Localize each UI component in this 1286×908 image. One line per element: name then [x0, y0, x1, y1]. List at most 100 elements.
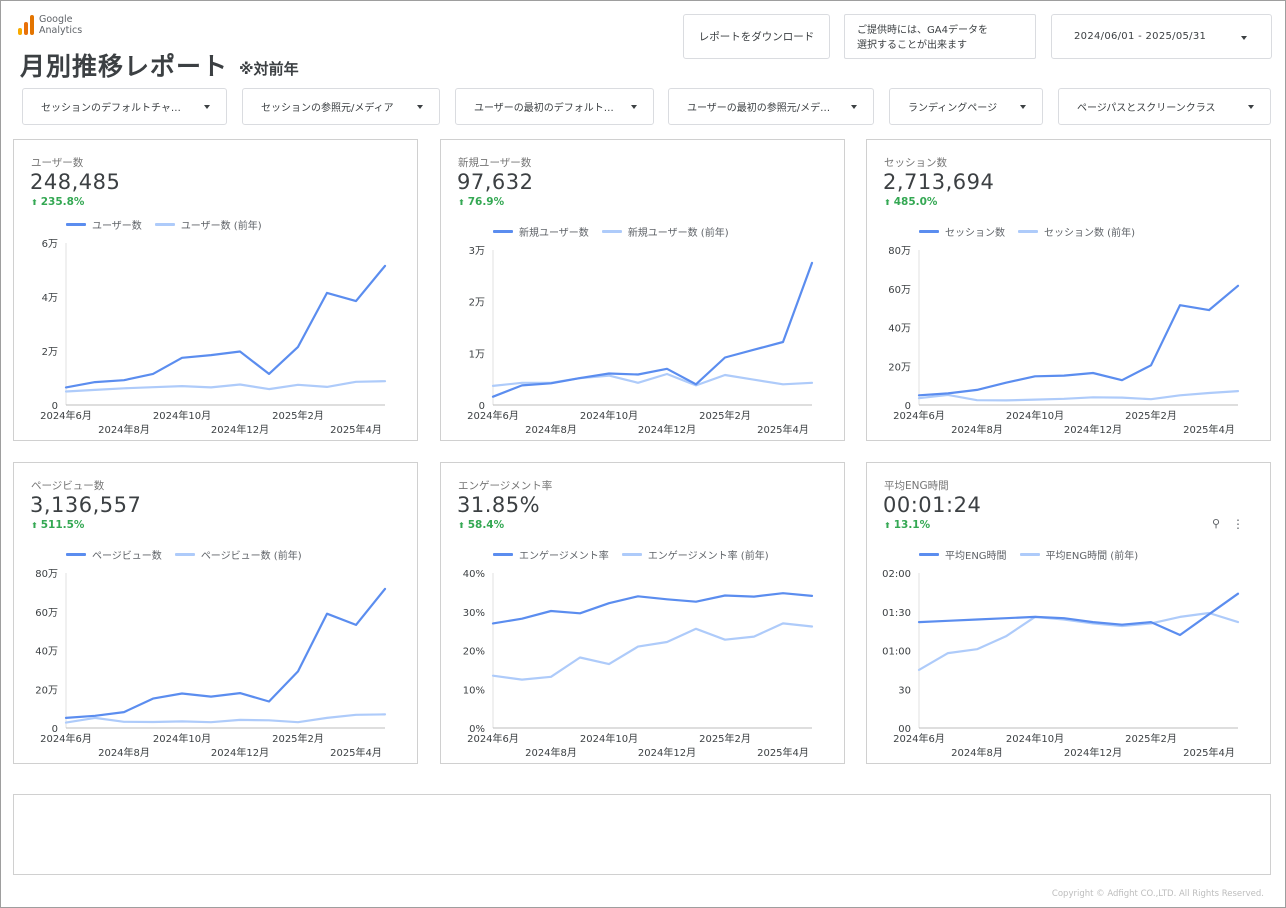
arrow-up-icon: ⬆: [31, 521, 38, 530]
chart-legend: セッション数 セッション数 (前年): [919, 224, 1148, 239]
chevron-down-icon: [851, 105, 857, 109]
legend-label-current: 新規ユーザー数: [519, 228, 589, 239]
kpi-change: ⬆ 511.5%: [31, 519, 84, 531]
note-line1: ご提供時には、GA4データを: [857, 25, 988, 36]
y-tick-label: 00: [898, 724, 911, 735]
x-tick-label: 2025年4月: [330, 423, 382, 436]
kpi-label: セッション数: [884, 157, 947, 169]
kpi-card: 00 30 01:00 01:30 02:00 2024年6月 2024年10月 2025年2…: [866, 462, 1271, 764]
legend-item-previous: エンゲージメント率 (前年): [621, 547, 769, 562]
y-tick-label: 30: [898, 685, 911, 696]
x-tick-label: 2024年12月: [1064, 423, 1122, 436]
x-tick-label: 2024年6月: [40, 732, 92, 745]
kpi-change: ⬆ 235.8%: [31, 196, 84, 208]
series-line-previous: [64, 713, 387, 724]
chart-legend: エンゲージメント率 エンゲージメント率 (前年): [493, 547, 782, 562]
line-chart: 00 30 01:00 01:30 02:00 2024年6月 2024年10月 2025年2…: [882, 569, 1240, 759]
kpi-value: 97,632: [457, 170, 534, 194]
kpi-value: 3,136,557: [30, 493, 142, 517]
legend-item-current: セッション数: [919, 224, 1005, 239]
legend-label-current: ユーザー数: [92, 221, 142, 232]
x-tick-label: 2025年2月: [1125, 732, 1177, 745]
x-tick-label: 2025年2月: [699, 409, 751, 422]
filter-dropdown-1[interactable]: セッションのデフォルトチャ…: [22, 88, 227, 125]
series-line-current: [917, 592, 1240, 637]
legend-label-current: エンゲージメント率: [519, 551, 609, 562]
page-title: 月別推移レポート: [20, 52, 229, 81]
note-line2: 選択することが出来ます: [857, 40, 967, 51]
y-tick-label: 02:00: [882, 569, 911, 580]
series-line-previous: [917, 390, 1240, 402]
filter-dropdown-6[interactable]: ページパスとスクリーンクラス: [1058, 88, 1271, 125]
chevron-down-icon: [631, 105, 637, 109]
kpi-value: 00:01:24: [883, 493, 982, 517]
x-tick-label: 2025年4月: [757, 423, 809, 436]
kpi-label: エンゲージメント率: [458, 480, 553, 492]
y-tick-label: 60万: [888, 285, 911, 296]
ga4-note: ご提供時には、GA4データを 選択することが出来ます: [844, 14, 1036, 59]
y-tick-label: 1万: [469, 349, 485, 360]
y-tick-label: 0%: [469, 724, 485, 735]
legend-swatch-previous: [1018, 230, 1038, 233]
filter-dropdown-3[interactable]: ユーザーの最初のデフォルト…: [455, 88, 654, 125]
kpi-change-value: 58.4%: [467, 519, 505, 531]
kpi-card: 0 20万 40万 60万 80万 2024年6月 2024年10月 2025年2月 2024年…: [866, 139, 1271, 441]
x-tick-label: 2025年4月: [1183, 746, 1235, 759]
y-tick-label: 80万: [35, 569, 58, 580]
filter-dropdown-4[interactable]: ユーザーの最初の参照元/メデ…: [668, 88, 874, 125]
arrow-up-icon: ⬆: [884, 521, 891, 530]
x-tick-label: 2024年6月: [467, 732, 519, 745]
x-tick-label: 2024年10月: [153, 732, 211, 745]
y-tick-label: 20%: [463, 647, 485, 658]
filter-label: ユーザーの最初の参照元/メデ…: [687, 103, 831, 114]
x-tick-label: 2024年8月: [98, 423, 150, 436]
kpi-value: 31.85%: [457, 493, 541, 517]
x-tick-label: 2025年4月: [757, 746, 809, 759]
x-tick-label: 2025年4月: [330, 746, 382, 759]
arrow-up-icon: ⬆: [884, 198, 891, 207]
series-line-current: [491, 261, 814, 398]
copyright: Copyright © Adfight CO.,LTD. All Rights …: [1051, 889, 1264, 899]
y-tick-label: 80万: [888, 246, 911, 257]
x-tick-label: 2025年4月: [1183, 423, 1235, 436]
x-tick-label: 2024年10月: [153, 409, 211, 422]
date-range-text: 2024/06/01 - 2025/05/31: [1074, 31, 1207, 42]
filter-icon[interactable]: ⚲: [1211, 517, 1220, 530]
y-tick-label: 60万: [35, 608, 58, 619]
series-line-previous: [917, 611, 1240, 671]
legend-item-previous: 新規ユーザー数 (前年): [601, 224, 729, 239]
y-tick-label: 20万: [35, 685, 58, 696]
chart-legend: 新規ユーザー数 新規ユーザー数 (前年): [493, 224, 742, 239]
x-tick-label: 2024年8月: [98, 746, 150, 759]
filter-dropdown-2[interactable]: セッションの参照元/メディア: [242, 88, 440, 125]
card-tools: ⚲ ⋮: [1212, 517, 1244, 531]
legend-item-previous: ページビュー数 (前年): [174, 547, 302, 562]
download-report-button[interactable]: レポートをダウンロード: [683, 14, 830, 59]
y-tick-label: 40万: [888, 324, 911, 335]
x-tick-label: 2025年2月: [699, 732, 751, 745]
y-tick-label: 2万: [469, 298, 485, 309]
google-analytics-logo: Google Analytics: [18, 14, 82, 36]
chevron-down-icon: [204, 105, 210, 109]
kpi-change: ⬆ 13.1%: [884, 519, 930, 531]
more-vert-icon[interactable]: ⋮: [1232, 517, 1244, 531]
x-tick-label: 2024年12月: [1064, 746, 1122, 759]
y-tick-label: 0: [479, 401, 485, 412]
filter-dropdown-5[interactable]: ランディングページ: [889, 88, 1043, 125]
y-tick-label: 01:00: [882, 647, 911, 658]
date-range-picker[interactable]: 2024/06/01 - 2025/05/31: [1051, 14, 1272, 59]
kpi-change-value: 485.0%: [893, 196, 938, 208]
series-line-previous: [491, 622, 814, 681]
legend-swatch-previous: [1019, 553, 1040, 556]
kpi-change-value: 76.9%: [467, 196, 505, 208]
legend-label-previous: ユーザー数 (前年): [180, 221, 262, 232]
legend-label-current: ページビュー数: [92, 551, 162, 562]
kpi-label: 平均ENG時間: [884, 480, 949, 492]
legend-item-current: 新規ユーザー数: [493, 224, 589, 239]
kpi-change-value: 235.8%: [40, 196, 85, 208]
x-tick-label: 2024年10月: [1006, 732, 1064, 745]
legend-swatch-previous: [621, 553, 642, 556]
line-chart: 0 1万 2万 3万 2024年6月 2024年10月 2025年2月 2024年8月 2024…: [467, 246, 814, 436]
page-subtitle: ※対前年: [239, 60, 299, 78]
